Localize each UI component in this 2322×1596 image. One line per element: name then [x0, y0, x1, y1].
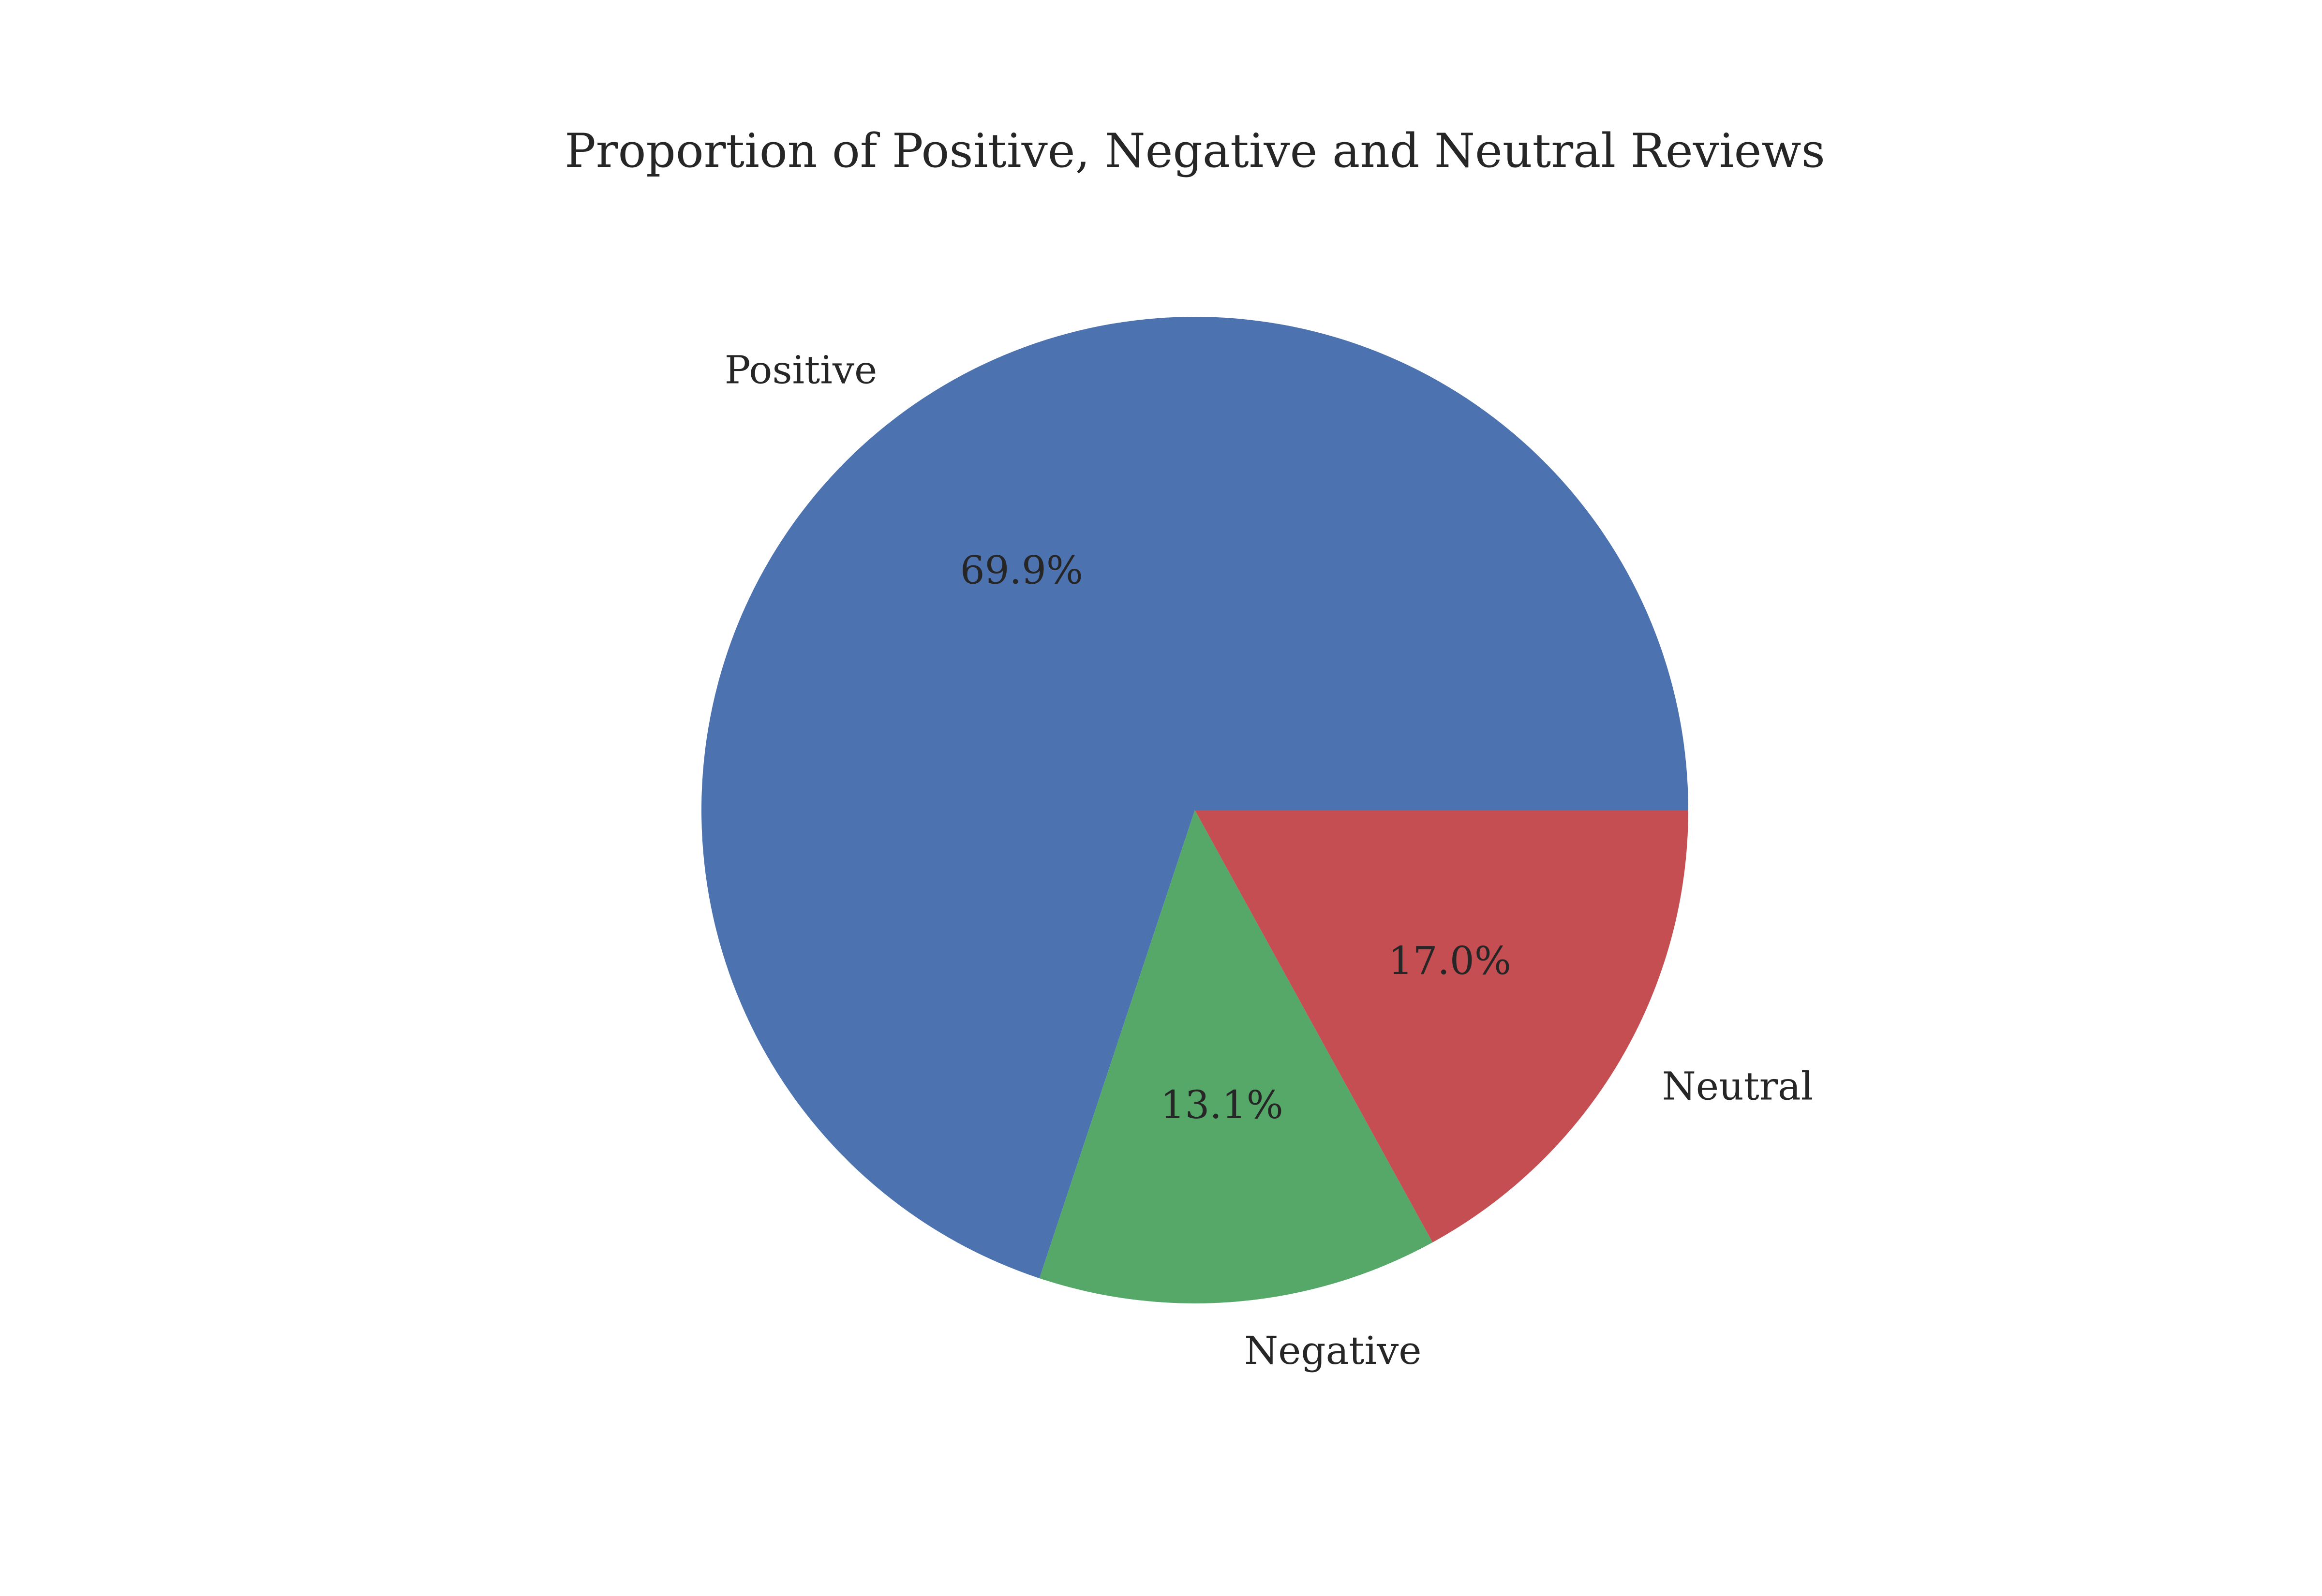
- pie-slice-negative: [1039, 810, 1433, 1303]
- slice-pct-negative: 13.1%: [1161, 1082, 1283, 1127]
- slice-pct-positive: 69.9%: [960, 547, 1083, 592]
- slice-label-negative: Negative: [1244, 1328, 1422, 1373]
- pie-slices: [701, 317, 1688, 1303]
- slice-pct-neutral: 17.0%: [1388, 938, 1511, 983]
- pie-slice-positive: [701, 317, 1688, 1279]
- pie-labels: Positive 69.9% Negative 13.1% Neutral 17.0%: [725, 348, 1814, 1373]
- chart-title: Proportion of Positive, Negative and Neu…: [565, 124, 1825, 178]
- slice-label-neutral: Neutral: [1662, 1064, 1814, 1109]
- pie-slice-neutral: [1195, 810, 1688, 1242]
- slice-label-positive: Positive: [725, 348, 878, 393]
